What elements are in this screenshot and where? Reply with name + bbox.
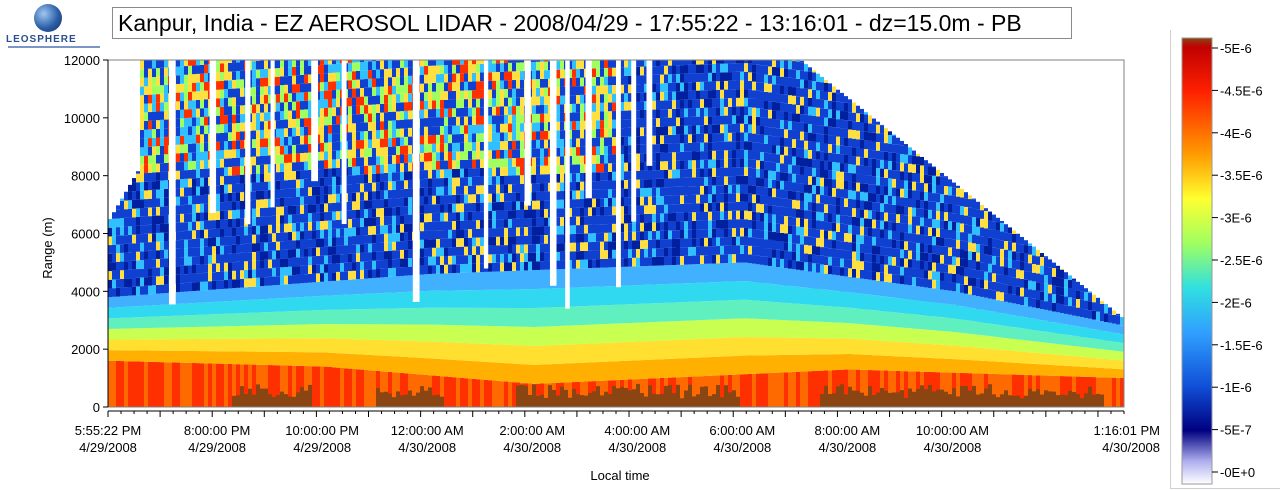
y-tick-label: 10000 [64,111,100,126]
x-tick-date-label: 4/30/2008 [398,440,456,455]
colorbar-tick-label: -2E-6 [1220,295,1252,310]
y-tick-label: 2000 [71,342,100,357]
x-tick-date-label: 4/30/2008 [923,440,981,455]
x-tick-label: 10:00:00 PM [285,423,359,438]
y-tick-label: 6000 [71,227,100,242]
x-tick-label: 12:00:00 AM [391,423,464,438]
logo-underline [8,46,100,48]
x-tick-label: 8:00:00 PM [184,423,251,438]
y-axis: 0 2000 4000 6000 8000 10000 12000 [64,53,109,415]
logo-text: LEOSPHERE [6,34,77,45]
y-tick-label: 0 [93,400,100,415]
x-tick-date-label: 4/30/2008 [713,440,771,455]
x-tick-date-label: 4/29/2008 [293,440,351,455]
x-tick-date-label: 4/29/2008 [188,440,246,455]
x-tick-date-label: 4/30/2008 [608,440,666,455]
colorbar: -5E-6 -4.5E-6 -4E-6 -3.5E-6 -3E-6 -2.5E-6 -2E-… [1181,37,1263,485]
colorbar-tick-label: -0E+0 [1220,465,1255,480]
colorbar-tick-label: -4.5E-6 [1220,83,1263,98]
colorbar-gradient [1181,37,1213,485]
x-tick-label: 6:00:00 AM [709,423,775,438]
x-tick-label: 4:00:00 AM [604,423,670,438]
x-tick-date-label: 4/30/2008 [818,440,876,455]
x-tick-date-label: 4/30/2008 [503,440,561,455]
x-tick-label: 2:00:00 AM [499,423,565,438]
x-axis-label: Local time [590,468,649,483]
y-tick-label: 12000 [64,53,100,68]
y-tick-label: 4000 [71,284,100,299]
colorbar-tick-label: -5E-7 [1220,423,1252,438]
colorbar-tick-label: -3.5E-6 [1220,168,1263,183]
x-tick-label: 10:00:00 AM [916,423,989,438]
x-tick-label: 1:16:01 PM [1094,423,1161,438]
colorbar-tick-label: -1E-6 [1220,380,1252,395]
y-tick-label: 8000 [71,169,100,184]
x-axis: 5:55:22 PM 4/29/2008 8:00:00 PM 4/29/2008 10… [75,410,1161,455]
y-axis-label: Range (m) [40,217,55,278]
colorbar-tick-label: -2.5E-6 [1220,253,1263,268]
chart-title: Kanpur, India - EZ AEROSOL LIDAR - 2008/… [112,7,1072,39]
x-tick-label: 8:00:00 AM [814,423,880,438]
colorbar-tick-label: -3E-6 [1220,211,1252,226]
x-tick-date-label: 4/30/2008 [1102,440,1160,455]
x-tick-date-label: 4/29/2008 [79,440,137,455]
leosphere-logo: LEOSPHERE [4,4,108,48]
colorbar-tick-label: -5E-6 [1220,41,1252,56]
plot-area [107,59,1125,408]
colorbar-tick-label: -4E-6 [1220,126,1252,141]
colorbar-tick-label: -1.5E-6 [1220,338,1263,353]
x-tick-label: 5:55:22 PM [75,423,142,438]
globe-icon [34,4,62,32]
